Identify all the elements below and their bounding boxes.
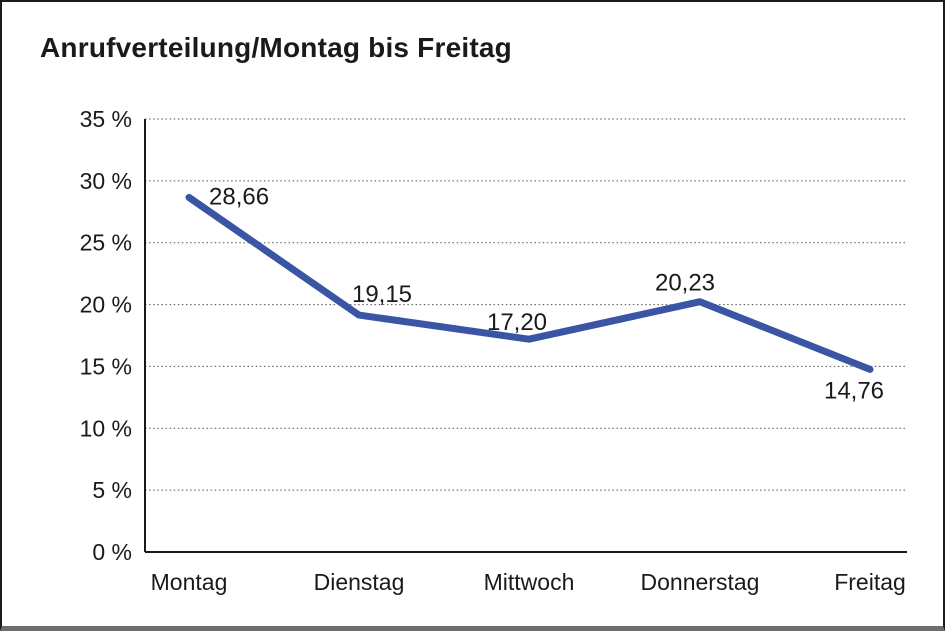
y-tick-label: 0 % <box>92 539 132 565</box>
y-tick-label: 15 % <box>80 353 132 379</box>
y-tick-label: 35 % <box>80 106 132 132</box>
data-point-label: 17,20 <box>487 309 547 336</box>
y-tick-label: 25 % <box>80 230 132 256</box>
x-category-label: Freitag <box>834 569 906 595</box>
x-category-label: Donnerstag <box>641 569 760 595</box>
y-tick-label: 10 % <box>80 415 132 441</box>
x-category-label: Montag <box>151 569 228 595</box>
y-tick-label: 20 % <box>80 292 132 318</box>
data-point-label: 19,15 <box>352 281 412 308</box>
data-point-label: 20,23 <box>655 270 715 297</box>
y-tick-label: 30 % <box>80 168 132 194</box>
data-point-label: 14,76 <box>824 377 884 404</box>
chart-title: Anrufverteilung/Montag bis Freitag <box>40 32 512 63</box>
data-point-label: 28,66 <box>209 183 269 210</box>
y-tick-label: 5 % <box>92 477 132 503</box>
x-category-label: Dienstag <box>314 569 405 595</box>
data-series-line <box>185 193 874 373</box>
x-category-label: Mittwoch <box>484 569 575 595</box>
